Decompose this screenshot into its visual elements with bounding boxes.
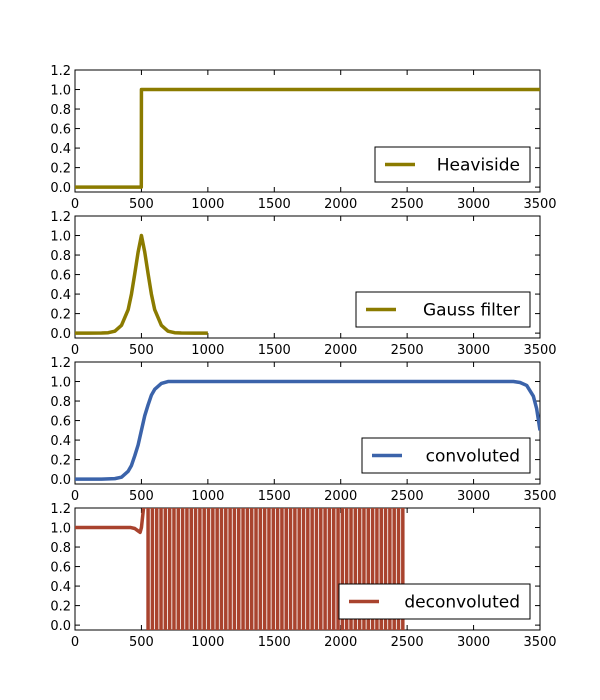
y-tick-label: 1.0 — [50, 522, 71, 537]
y-tick-label: 1.2 — [50, 210, 71, 225]
x-tick-label: 2500 — [391, 489, 424, 504]
x-tick-label: 500 — [129, 197, 154, 212]
x-tick-label: 1500 — [258, 635, 291, 650]
y-tick-label: 1.0 — [50, 84, 71, 99]
legend-label: convoluted — [426, 447, 520, 467]
y-tick-label: 1.2 — [50, 502, 71, 517]
y-tick-label: 1.2 — [50, 356, 71, 371]
legend-deconvoluted: deconvoluted — [338, 583, 531, 620]
y-tick-label: 0.4 — [50, 288, 71, 303]
x-tick-label: 0 — [71, 343, 79, 358]
panel-gauss: 0.0 0.2 0.4 0.6 0.8 1.0 1.2 0 500 1000 1500 2000 250… — [50, 210, 556, 358]
legend-label: deconvoluted — [404, 593, 520, 613]
y-tick-label: 0.2 — [50, 162, 71, 177]
series-line-gauss — [75, 233, 208, 335]
legend-gauss: Gauss filter — [355, 291, 531, 328]
x-tick-label: 3500 — [523, 489, 556, 504]
y-tick-label: 0.2 — [50, 454, 71, 469]
y-tick-label: 0.8 — [50, 249, 71, 264]
y-tick-label: 0.0 — [50, 327, 71, 342]
y-tick-label: 0.4 — [50, 434, 71, 449]
x-tick-label: 2500 — [391, 635, 424, 650]
series-line-convoluted — [75, 379, 540, 481]
panel-heaviside: 0.0 0.2 0.4 0.6 0.8 1.0 1.2 0 500 1000 1500 2000 250… — [50, 64, 556, 212]
y-tick-label: 0.8 — [50, 395, 71, 410]
axes-frame — [74, 215, 541, 339]
x-tick-label: 500 — [129, 343, 154, 358]
x-tick-label: 2000 — [324, 635, 357, 650]
panel-convoluted: 0.0 0.2 0.4 0.6 0.8 1.0 1.2 0 500 1000 1500 2000 250… — [50, 356, 556, 504]
panel-deconvoluted: 0.0 0.2 0.4 0.6 0.8 1.0 1.2 0 500 1000 1500 2000 250… — [50, 502, 556, 650]
x-tick-label: 2500 — [391, 343, 424, 358]
x-tick-label: 1000 — [191, 343, 224, 358]
series-line-heaviside — [75, 87, 540, 189]
x-tick-label: 0 — [71, 489, 79, 504]
y-tick-label: 0.2 — [50, 600, 71, 615]
legend-label: Gauss filter — [423, 301, 520, 321]
y-tick-label: 0.4 — [50, 580, 71, 595]
x-tick-label: 3500 — [523, 343, 556, 358]
x-tick-label: 500 — [129, 489, 154, 504]
x-tick-label: 2500 — [391, 197, 424, 212]
x-tick-label: 3500 — [523, 635, 556, 650]
x-tick-label: 3000 — [457, 197, 490, 212]
y-tick-label: 1.0 — [50, 230, 71, 245]
y-tick-label: 1.2 — [50, 64, 71, 79]
x-tick-label: 1000 — [191, 489, 224, 504]
x-tick-label: 1500 — [258, 197, 291, 212]
y-tick-label: 0.0 — [50, 619, 71, 634]
x-tick-label: 1500 — [258, 489, 291, 504]
x-tick-label: 500 — [129, 635, 154, 650]
legend-label: Heaviside — [437, 156, 520, 176]
axes-frame — [74, 69, 541, 193]
legend-heaviside: Heaviside — [374, 146, 531, 183]
x-tick-label: 3000 — [457, 635, 490, 650]
x-tick-label: 1500 — [258, 343, 291, 358]
legend-convoluted: convoluted — [361, 437, 531, 474]
y-tick-label: 0.4 — [50, 142, 71, 157]
x-tick-label: 2000 — [324, 489, 357, 504]
y-tick-label: 0.6 — [50, 415, 71, 430]
y-tick-label: 0.8 — [50, 541, 71, 556]
x-tick-label: 3000 — [457, 343, 490, 358]
y-tick-label: 0.0 — [50, 181, 71, 196]
x-tick-label: 1000 — [191, 635, 224, 650]
y-tick-label: 0.8 — [50, 103, 71, 118]
y-tick-label: 0.6 — [50, 123, 71, 138]
x-tick-label: 2000 — [324, 343, 357, 358]
y-tick-label: 0.0 — [50, 473, 71, 488]
y-tick-label: 0.6 — [50, 561, 71, 576]
x-tick-label: 2000 — [324, 197, 357, 212]
y-tick-label: 1.0 — [50, 376, 71, 391]
x-tick-label: 0 — [71, 635, 79, 650]
x-tick-label: 0 — [71, 197, 79, 212]
y-tick-label: 0.2 — [50, 308, 71, 323]
y-tick-label: 0.6 — [50, 269, 71, 284]
x-tick-label: 3000 — [457, 489, 490, 504]
x-tick-label: 1000 — [191, 197, 224, 212]
x-tick-label: 3500 — [523, 197, 556, 212]
